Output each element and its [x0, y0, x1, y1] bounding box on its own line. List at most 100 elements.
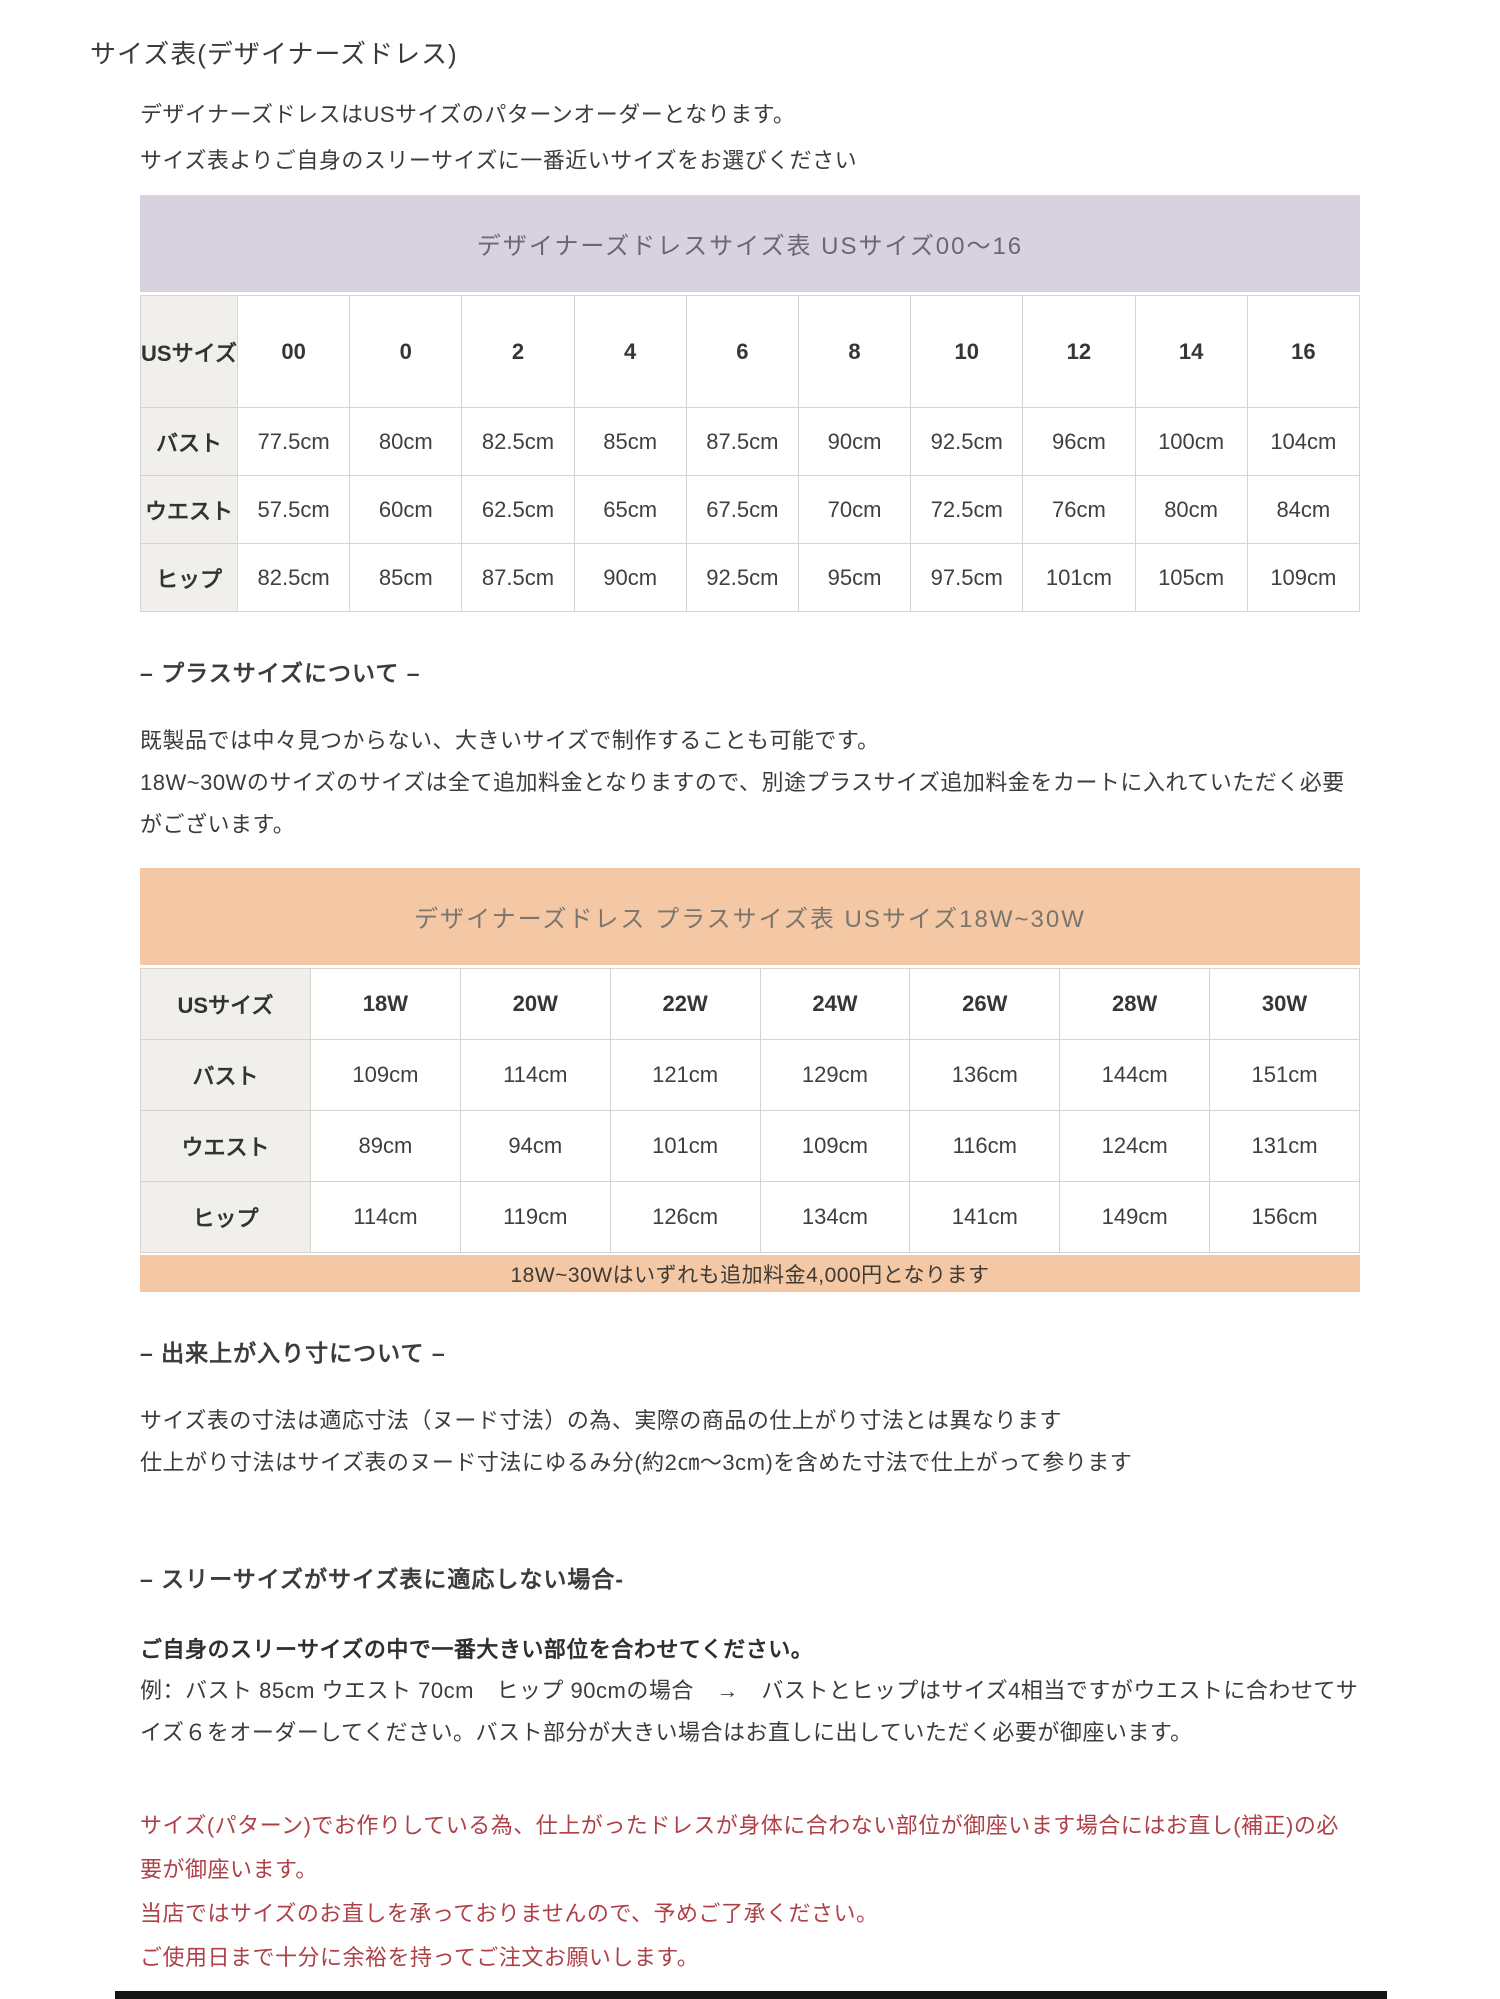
value-cell: 00 [236, 295, 351, 408]
value-cell: 14 [1134, 295, 1248, 408]
value-cell: 80cm [349, 407, 463, 476]
value-cell: 82.5cm [461, 407, 575, 476]
row-label-cell: USサイズ [140, 295, 238, 408]
value-cell: 12 [1022, 295, 1136, 408]
value-cell: 109cm [1246, 543, 1361, 612]
row-label-cell: バスト [140, 407, 238, 476]
plus-size-body: 既製品では中々見つからない、大きいサイズで制作することも可能です。 18W~30… [140, 720, 1360, 846]
value-cell: 28W [1059, 968, 1211, 1040]
value-cell: 16 [1246, 295, 1361, 408]
row-label-cell: ウエスト [140, 475, 238, 544]
value-cell: 90cm [797, 407, 912, 476]
mismatch-bold-line: ご自身のスリーサイズの中で一番大きい部位を合わせてください。 [140, 1637, 814, 1662]
value-cell: 151cm [1209, 1039, 1360, 1111]
intro-paragraphs: デザイナーズドレスはUSサイズのパターンオーダーとなります。 サイズ表よりご自身… [140, 103, 1360, 173]
plus-size-heading: – プラスサイズについて – [140, 660, 421, 686]
plus-size-table: デザイナーズドレス プラスサイズ表 USサイズ18W~30W USサイズ 18W 2… [140, 868, 1360, 1292]
standard-table-grid: USサイズ 00 0 2 4 6 8 10 12 14 16 バスト 77.5cm 80cm 82.5cm 8… [140, 295, 1361, 612]
row-label-cell: ヒップ [140, 1181, 311, 1253]
value-cell: 90cm [573, 543, 687, 612]
value-cell: 20W [459, 968, 611, 1040]
body-line: 仕上がり寸法はサイズ表のヌード寸法にゆるみ分(約2㎝〜3cm)を含めた寸法で仕上… [140, 1450, 1133, 1475]
table-row: USサイズ 00 0 2 4 6 8 10 12 14 16 [140, 295, 1361, 408]
standard-table-caption: デザイナーズドレスサイズ表 USサイズ00〜16 [140, 195, 1360, 292]
value-cell: 129cm [759, 1039, 911, 1111]
value-cell: 6 [685, 295, 799, 408]
warning-line: ご使用日まで十分に余裕を持ってご注文お願いします。 [140, 1945, 700, 1970]
mismatch-example: 例：バスト 85cm ウエスト 70cm ヒップ 90cmの場合 → バストとヒ… [140, 1678, 1359, 1745]
plus-table-caption: デザイナーズドレス プラスサイズ表 USサイズ18W~30W [140, 868, 1360, 965]
value-cell: 156cm [1209, 1181, 1360, 1253]
value-cell: 101cm [609, 1110, 761, 1182]
mismatch-heading: – スリーサイズがサイズ表に適応しない場合- [140, 1566, 625, 1592]
table-row: ヒップ 82.5cm 85cm 87.5cm 90cm 92.5cm 95cm 97.5cm 1… [140, 543, 1361, 612]
standard-size-table: デザイナーズドレスサイズ表 USサイズ00〜16 USサイズ 00 0 2 4 6 8 10 1… [140, 195, 1361, 612]
value-cell: 85cm [349, 543, 463, 612]
value-cell: 65cm [573, 475, 687, 544]
table-row: バスト 77.5cm 80cm 82.5cm 85cm 87.5cm 90cm 92.5cm 9… [140, 407, 1361, 476]
value-cell: 57.5cm [236, 475, 351, 544]
value-cell: 76cm [1022, 475, 1136, 544]
body-line: 18W~30Wのサイズのサイズは全て追加料金となりますので、別途プラスサイズ追加… [140, 770, 1345, 837]
value-cell: 131cm [1209, 1110, 1360, 1182]
warning-line: サイズ(パターン)でお作りしている為、仕上がったドレスが身体に合わない部位が御座… [140, 1813, 1339, 1882]
value-cell: 18W [310, 968, 461, 1040]
value-cell: 72.5cm [910, 475, 1024, 544]
value-cell: 141cm [909, 1181, 1061, 1253]
value-cell: 134cm [759, 1181, 911, 1253]
value-cell: 97.5cm [910, 543, 1024, 612]
row-label-cell: USサイズ [140, 968, 311, 1040]
value-cell: 109cm [310, 1039, 461, 1111]
value-cell: 0 [349, 295, 463, 408]
value-cell: 136cm [909, 1039, 1061, 1111]
table-row: ウエスト 57.5cm 60cm 62.5cm 65cm 67.5cm 70cm 72.5cm… [140, 475, 1361, 544]
value-cell: 62.5cm [461, 475, 575, 544]
value-cell: 24W [759, 968, 911, 1040]
value-cell: 10 [910, 295, 1024, 408]
row-label-cell: ウエスト [140, 1110, 311, 1182]
table-row: USサイズ 18W 20W 22W 24W 26W 28W 30W [140, 968, 1360, 1040]
table-row: ヒップ 114cm 119cm 126cm 134cm 141cm 149cm 156cm [140, 1181, 1360, 1253]
value-cell: 87.5cm [685, 407, 799, 476]
value-cell: 4 [573, 295, 687, 408]
bottom-divider [115, 1991, 1387, 1999]
value-cell: 67.5cm [685, 475, 799, 544]
value-cell: 2 [461, 295, 575, 408]
value-cell: 114cm [459, 1039, 611, 1111]
value-cell: 116cm [909, 1110, 1061, 1182]
value-cell: 126cm [609, 1181, 761, 1253]
plus-table-grid: USサイズ 18W 20W 22W 24W 26W 28W 30W バスト 109cm 114cm 1… [140, 968, 1360, 1253]
value-cell: 92.5cm [910, 407, 1024, 476]
value-cell: 121cm [609, 1039, 761, 1111]
row-label-cell: ヒップ [140, 543, 238, 612]
intro-line: サイズ表よりご自身のスリーサイズに一番近いサイズをお選びください [140, 148, 858, 173]
value-cell: 109cm [759, 1110, 911, 1182]
value-cell: 149cm [1059, 1181, 1211, 1253]
value-cell: 82.5cm [236, 543, 351, 612]
value-cell: 144cm [1059, 1039, 1211, 1111]
value-cell: 119cm [459, 1181, 611, 1253]
body-line: 既製品では中々見つからない、大きいサイズで制作することも可能です。 [140, 728, 880, 753]
body-line: サイズ表の寸法は適応寸法（ヌード寸法）の為、実際の商品の仕上がり寸法とは異なりま… [140, 1408, 1062, 1433]
value-cell: 105cm [1134, 543, 1248, 612]
value-cell: 84cm [1246, 475, 1361, 544]
value-cell: 89cm [310, 1110, 461, 1182]
value-cell: 104cm [1246, 407, 1361, 476]
warning-line: 当店ではサイズのお直しを承っておりませんので、予めご了承ください。 [140, 1901, 879, 1926]
value-cell: 85cm [573, 407, 687, 476]
value-cell: 95cm [797, 543, 912, 612]
value-cell: 30W [1209, 968, 1360, 1040]
value-cell: 77.5cm [236, 407, 351, 476]
value-cell: 92.5cm [685, 543, 799, 612]
content-area: デザイナーズドレスはUSサイズのパターンオーダーとなります。 サイズ表よりご自身… [140, 103, 1361, 1980]
value-cell: 101cm [1022, 543, 1136, 612]
value-cell: 8 [797, 295, 912, 408]
finished-size-heading: – 出来上が入り寸について – [140, 1340, 446, 1366]
value-cell: 100cm [1134, 407, 1248, 476]
intro-line: デザイナーズドレスはUSサイズのパターンオーダーとなります。 [140, 102, 796, 127]
alteration-warning: サイズ(パターン)でお作りしている為、仕上がったドレスが身体に合わない部位が御座… [140, 1804, 1360, 1980]
plus-table-footer-note: 18W~30Wはいずれも追加料金4,000円となります [140, 1255, 1360, 1292]
value-cell: 114cm [310, 1181, 461, 1253]
table-row: ウエスト 89cm 94cm 101cm 109cm 116cm 124cm 131cm [140, 1110, 1360, 1182]
